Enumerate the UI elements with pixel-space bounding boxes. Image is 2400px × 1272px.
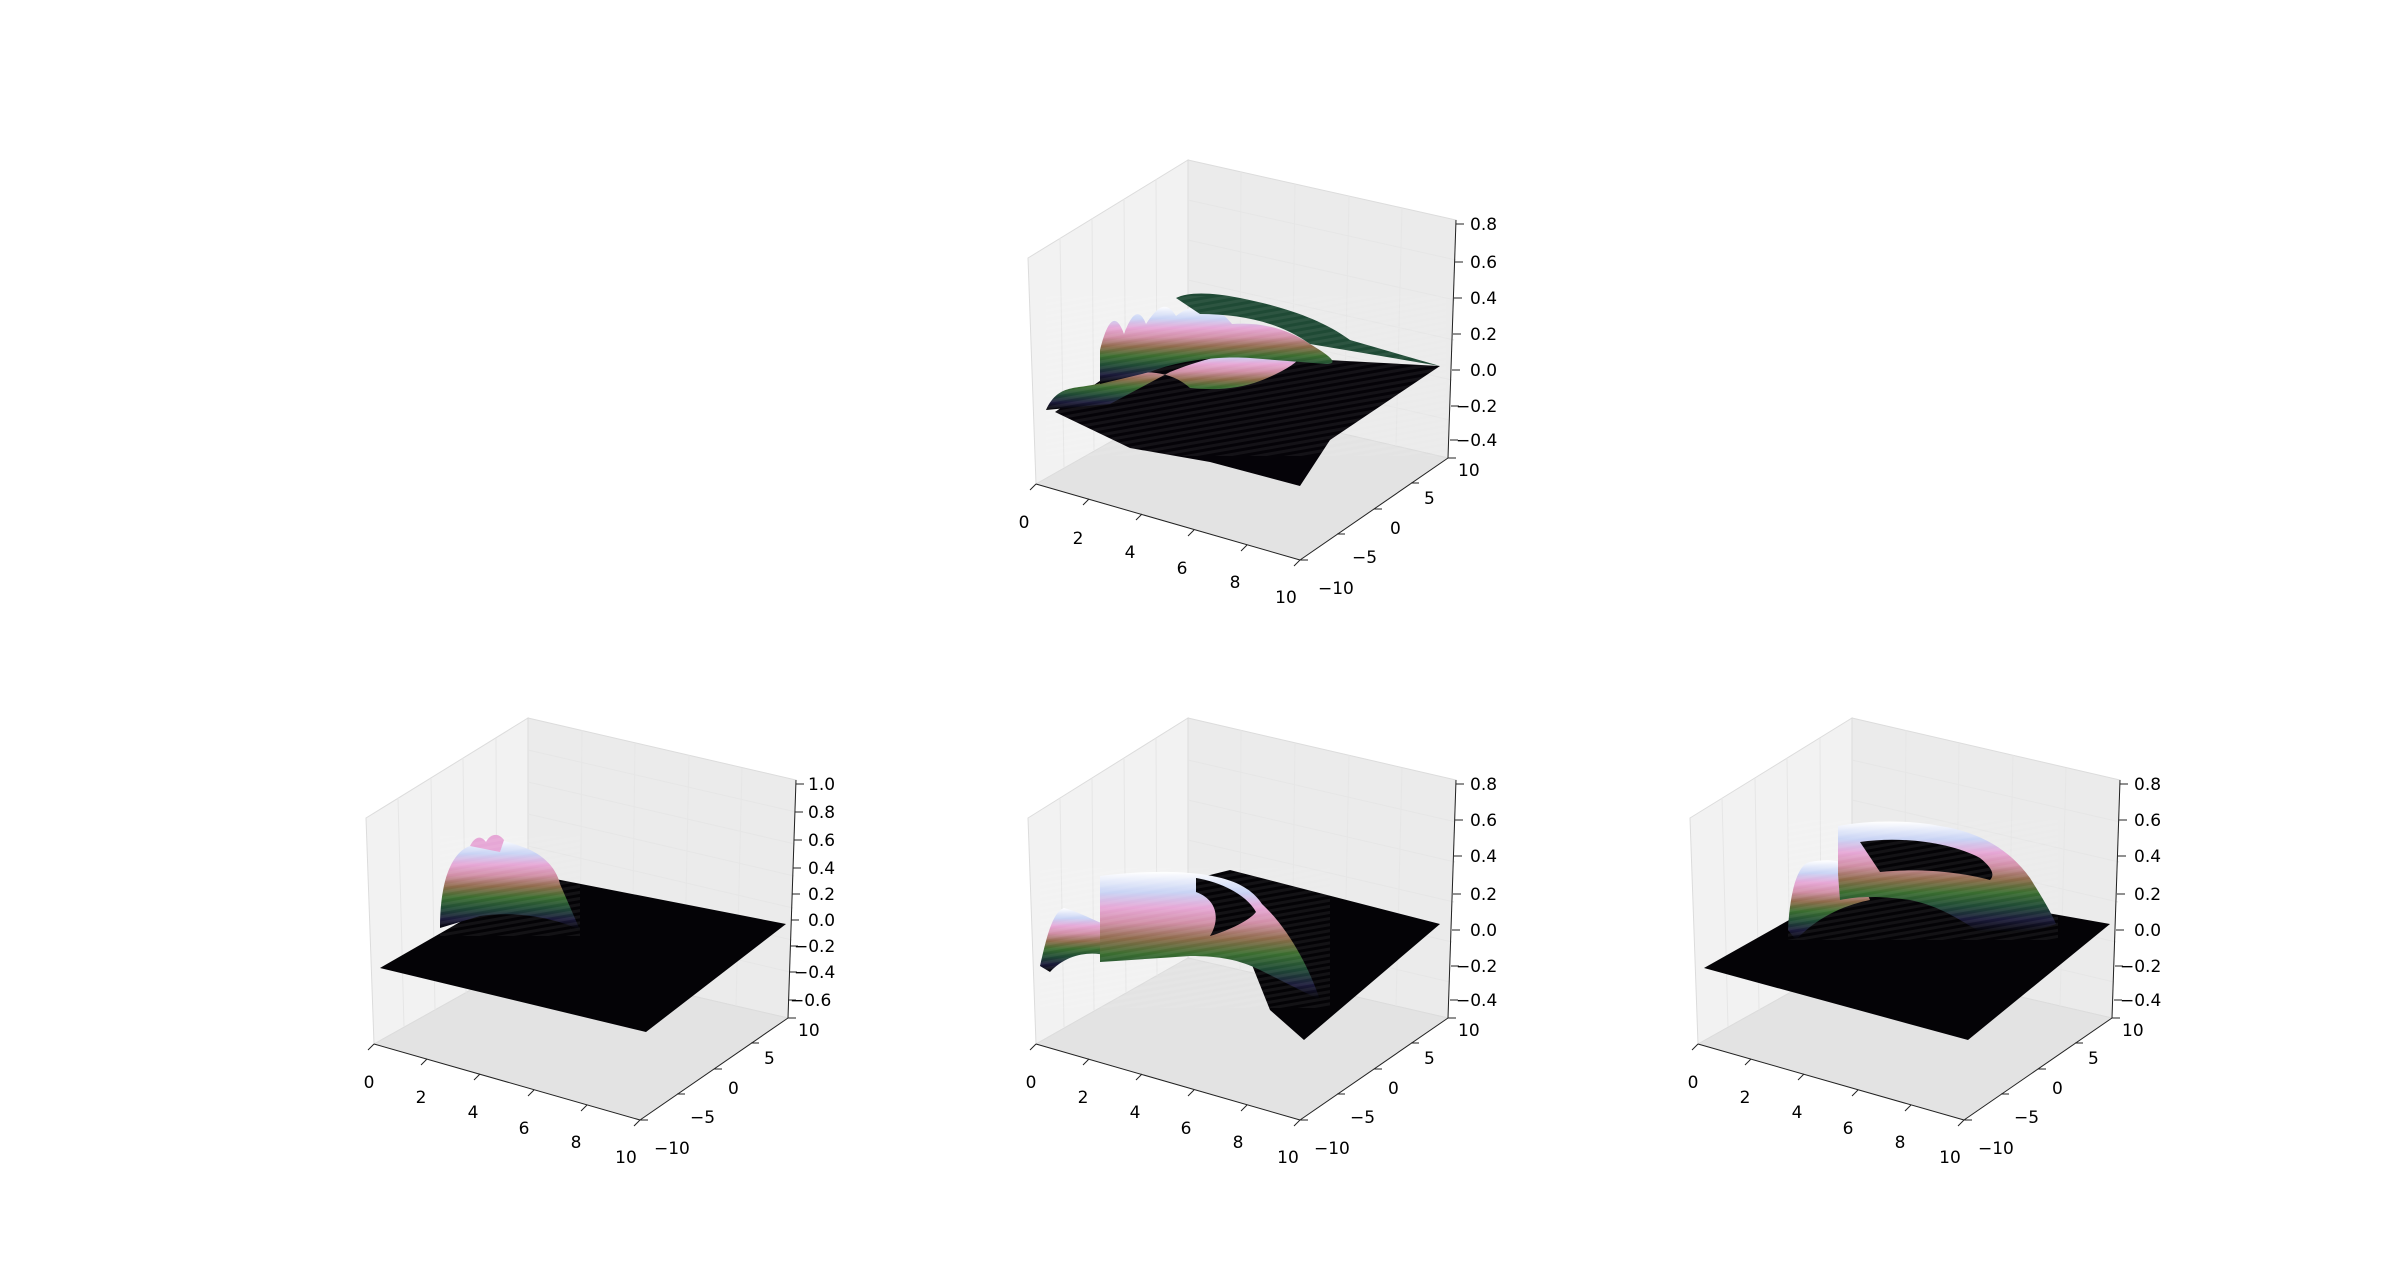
- z-tick-label: 0.6: [1470, 253, 1497, 273]
- x-ticks: 0 2 4 6 8 10: [1688, 1043, 1965, 1168]
- x-tick-label: 4: [468, 1103, 479, 1123]
- surface: [380, 834, 786, 1032]
- z-tick-label: −0.4: [1456, 991, 1497, 1011]
- z-tick-label: 0.2: [1470, 325, 1497, 345]
- x-tick-label: 6: [1181, 1119, 1192, 1139]
- y-tick-label: 5: [2088, 1049, 2099, 1069]
- x-tick-label: 10: [1939, 1148, 1961, 1168]
- z-tick-label: 0.8: [2134, 775, 2161, 795]
- z-tick-label: −0.6: [790, 991, 831, 1011]
- y-tick-label: −5: [1352, 548, 1377, 568]
- x-tick-label: 6: [1843, 1119, 1854, 1139]
- x-tick-label: 10: [1275, 588, 1297, 608]
- x-ticks: 0 2 4 6 8 10: [364, 1043, 641, 1168]
- z-ticks: 0.8 0.6 0.4 0.2 0.0 −0.2 −0.4: [1450, 775, 1497, 1011]
- z-tick-label: 0.8: [1470, 775, 1497, 795]
- z-tick-label: −0.4: [1456, 431, 1497, 451]
- x-tick-label: 8: [1230, 573, 1241, 593]
- z-tick-label: −0.2: [1456, 957, 1497, 977]
- x-tick-label: 10: [1277, 1148, 1299, 1168]
- z-tick-label: 0.4: [1470, 289, 1497, 309]
- z-tick-label: −0.2: [1456, 397, 1497, 417]
- y-tick-label: −5: [2014, 1108, 2039, 1128]
- z-tick-label: 0.0: [2134, 921, 2161, 941]
- z-tick-label: 0.2: [1470, 885, 1497, 905]
- subplot-bottom-center: 0 2 4 6 8 10 −10 −5 0 5 10 0.8: [1026, 717, 1497, 1168]
- z-tick-label: 0.6: [2134, 811, 2161, 831]
- z-tick-label: −0.4: [794, 963, 835, 983]
- y-tick-label: 10: [2122, 1021, 2144, 1041]
- x-tick-label: 0: [1019, 513, 1030, 533]
- y-tick-label: 10: [1458, 1021, 1480, 1041]
- z-ticks: 0.8 0.6 0.4 0.2 0.0 −0.2 −0.4: [1450, 215, 1497, 451]
- y-tick-label: 0: [1390, 519, 1401, 539]
- x-tick-label: 0: [364, 1073, 375, 1093]
- subplot-top-center: 0 2 4 6 8 10 −10 −5 0 5 10: [1019, 159, 1497, 608]
- z-tick-label: 0.0: [1470, 361, 1497, 381]
- z-tick-label: 0.6: [808, 831, 835, 851]
- z-tick-label: −0.4: [2120, 991, 2161, 1011]
- x-tick-label: 6: [1177, 559, 1188, 579]
- y-tick-label: −10: [654, 1139, 690, 1159]
- y-tick-label: 5: [1424, 489, 1435, 509]
- x-tick-label: 2: [1078, 1088, 1089, 1108]
- x-ticks: 0 2 4 6 8 10: [1026, 1043, 1301, 1168]
- y-ticks: −10 −5 0 5 10: [1964, 1017, 2144, 1159]
- z-tick-label: 0.8: [808, 803, 835, 823]
- y-tick-label: 0: [1388, 1079, 1399, 1099]
- surface: [1040, 868, 1440, 1040]
- z-ticks: 1.0 0.8 0.6 0.4 0.2 0.0 −0.2 −0.4 −0.6: [788, 775, 835, 1011]
- y-tick-label: −10: [1978, 1139, 2014, 1159]
- z-tick-label: 1.0: [808, 775, 835, 795]
- x-tick-label: 6: [519, 1119, 530, 1139]
- y-tick-label: 10: [1458, 461, 1480, 481]
- y-tick-label: −10: [1314, 1139, 1350, 1159]
- y-ticks: −10 −5 0 5 10: [640, 1017, 820, 1159]
- x-tick-label: 10: [615, 1148, 637, 1168]
- y-tick-label: 5: [764, 1049, 775, 1069]
- x-tick-label: 8: [1895, 1133, 1906, 1153]
- surface: [1704, 820, 2110, 1040]
- x-tick-label: 8: [571, 1133, 582, 1153]
- z-tick-label: −0.2: [794, 937, 835, 957]
- subplot-bottom-right: 0 2 4 6 8 10 −10 −5 0 5 10 0.8: [1688, 717, 2161, 1168]
- y-tick-label: −10: [1318, 579, 1354, 599]
- z-tick-label: 0.4: [808, 859, 835, 879]
- x-tick-label: 4: [1792, 1103, 1803, 1123]
- y-tick-label: 0: [2052, 1079, 2063, 1099]
- x-tick-label: 8: [1233, 1133, 1244, 1153]
- z-tick-label: −0.2: [2120, 957, 2161, 977]
- y-tick-label: 0: [728, 1079, 739, 1099]
- z-tick-label: 0.8: [1470, 215, 1497, 235]
- y-tick-label: 5: [1424, 1049, 1435, 1069]
- y-tick-label: −5: [1350, 1108, 1375, 1128]
- z-tick-label: 0.2: [2134, 885, 2161, 905]
- x-tick-label: 0: [1026, 1073, 1037, 1093]
- z-tick-label: 0.6: [1470, 811, 1497, 831]
- z-tick-label: 0.4: [1470, 847, 1497, 867]
- x-tick-label: 2: [1740, 1088, 1751, 1108]
- subplot-bottom-left: 0 2 4 6 8 10 −10 −5 0 5 10: [364, 717, 835, 1168]
- x-tick-label: 2: [1073, 529, 1084, 549]
- z-tick-label: 0.4: [2134, 847, 2161, 867]
- surface: [1046, 293, 1446, 486]
- z-tick-label: 0.0: [1470, 921, 1497, 941]
- y-tick-label: 10: [798, 1021, 820, 1041]
- z-ticks: 0.8 0.6 0.4 0.2 0.0 −0.2 −0.4: [2114, 775, 2161, 1011]
- z-tick-label: 0.2: [808, 885, 835, 905]
- x-tick-label: 4: [1130, 1103, 1141, 1123]
- x-tick-label: 4: [1125, 543, 1136, 563]
- x-ticks: 0 2 4 6 8 10: [1019, 483, 1301, 608]
- y-tick-label: −5: [690, 1108, 715, 1128]
- z-tick-label: 0.0: [808, 911, 835, 931]
- y-ticks: −10 −5 0 5 10: [1300, 1017, 1480, 1159]
- x-tick-label: 2: [416, 1088, 427, 1108]
- y-ticks: −10 −5 0 5 10: [1300, 457, 1480, 599]
- x-tick-label: 0: [1688, 1073, 1699, 1093]
